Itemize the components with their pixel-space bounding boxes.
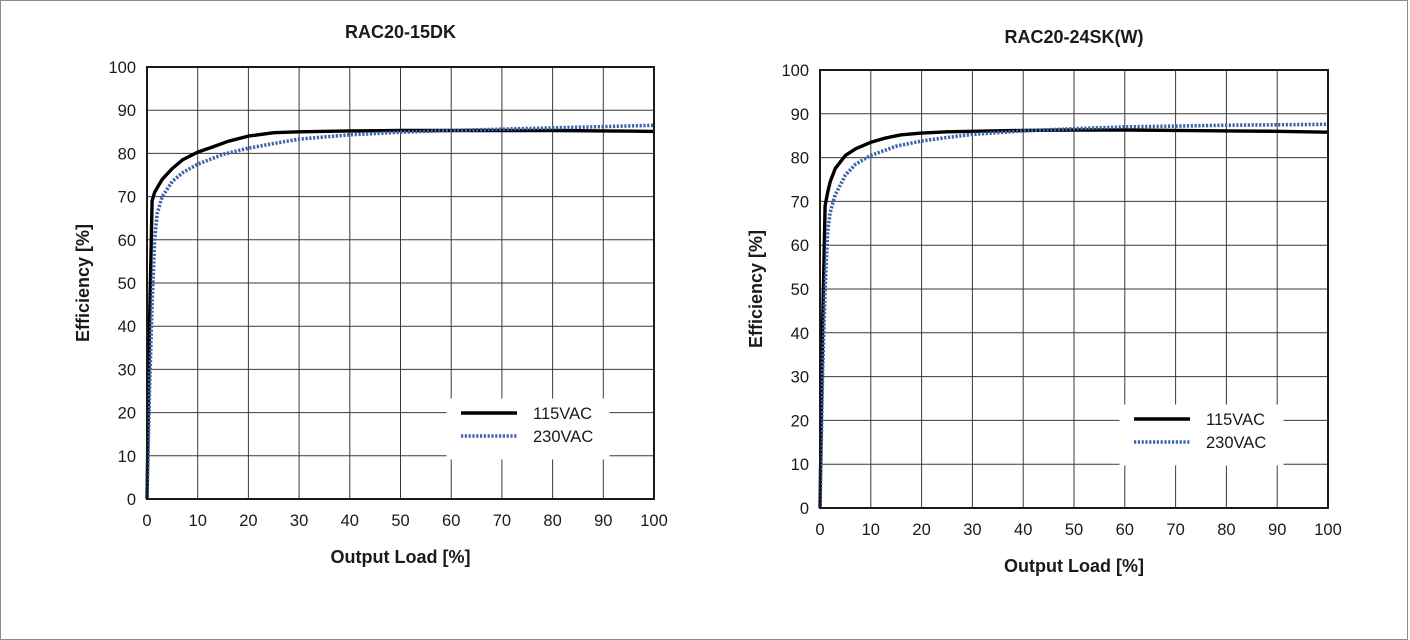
y-tick-label: 0 xyxy=(800,500,809,518)
legend-label-115vac: 115VAC xyxy=(533,405,592,423)
x-tick-label: 30 xyxy=(963,521,981,539)
x-tick-label: 60 xyxy=(442,512,460,530)
x-axis-label: Output Load [%] xyxy=(331,547,471,567)
x-tick-label: 40 xyxy=(341,512,359,530)
y-tick-label: 80 xyxy=(118,145,136,163)
x-tick-label: 70 xyxy=(493,512,511,530)
legend-label-230vac: 230VAC xyxy=(533,428,593,446)
chart-title: RAC20-24SK(W) xyxy=(1004,27,1143,47)
plot-frame xyxy=(146,66,655,500)
x-axis-label: Output Load [%] xyxy=(1004,556,1144,576)
x-tick-label: 100 xyxy=(640,512,668,530)
y-tick-label: 90 xyxy=(118,102,136,120)
x-tick-label: 30 xyxy=(290,512,308,530)
y-tick-label: 80 xyxy=(791,150,809,168)
chart-rac20-15dk: RAC20-15DK 0 10 20 30 40 50 60 70 80 90 100 0 10 20 30 4… xyxy=(73,22,668,567)
legend-box xyxy=(1119,404,1284,466)
y-tick-label: 100 xyxy=(781,62,809,80)
x-tick-label: 20 xyxy=(239,512,257,530)
y-tick-label: 50 xyxy=(118,275,136,293)
x-tick-label: 40 xyxy=(1014,521,1032,539)
x-tick-label: 50 xyxy=(1065,521,1083,539)
legend-box xyxy=(446,398,610,460)
x-tick-label: 10 xyxy=(862,521,880,539)
y-tick-label: 30 xyxy=(118,361,136,379)
legend-label-115vac: 115VAC xyxy=(1206,411,1265,429)
x-tick-label: 20 xyxy=(912,521,930,539)
y-axis-label: Efficiency [%] xyxy=(73,224,93,342)
x-tick-label: 10 xyxy=(189,512,207,530)
x-tick-label: 90 xyxy=(594,512,612,530)
x-tick-label: 0 xyxy=(142,512,151,530)
series-line-230vac xyxy=(818,122,1329,509)
y-tick-label: 10 xyxy=(791,456,809,474)
x-tick-label: 70 xyxy=(1166,521,1184,539)
y-tick-label: 70 xyxy=(791,193,809,211)
x-tick-label: 80 xyxy=(1217,521,1235,539)
x-tick-label: 60 xyxy=(1116,521,1134,539)
series-line-230vac xyxy=(145,123,655,500)
y-tick-label: 100 xyxy=(108,59,136,77)
y-tick-label: 40 xyxy=(791,325,809,343)
y-tick-label: 40 xyxy=(118,318,136,336)
plot-frame xyxy=(819,69,1329,509)
y-tick-label: 20 xyxy=(118,405,136,423)
chart-rac20-24skw: RAC20-24SK(W) 0 10 20 30 40 50 60 70 80 90 100 0 10 20… xyxy=(746,27,1342,576)
y-tick-label: 90 xyxy=(791,106,809,124)
chart-title: RAC20-15DK xyxy=(345,22,456,42)
y-axis-label: Efficiency [%] xyxy=(746,230,766,348)
y-tick-label: 60 xyxy=(791,237,809,255)
y-tick-label: 0 xyxy=(127,491,136,509)
y-tick-label: 30 xyxy=(791,369,809,387)
y-tick-label: 70 xyxy=(118,189,136,207)
y-tick-label: 20 xyxy=(791,412,809,430)
y-tick-label: 50 xyxy=(791,281,809,299)
series-line-115vac xyxy=(818,128,1329,509)
x-tick-label: 90 xyxy=(1268,521,1286,539)
x-tick-label: 80 xyxy=(543,512,561,530)
legend-label-230vac: 230VAC xyxy=(1206,434,1266,452)
x-tick-label: 50 xyxy=(391,512,409,530)
x-tick-label: 100 xyxy=(1314,521,1342,539)
x-tick-label: 0 xyxy=(815,521,824,539)
y-tick-label: 10 xyxy=(118,448,136,466)
y-tick-label: 60 xyxy=(118,232,136,250)
